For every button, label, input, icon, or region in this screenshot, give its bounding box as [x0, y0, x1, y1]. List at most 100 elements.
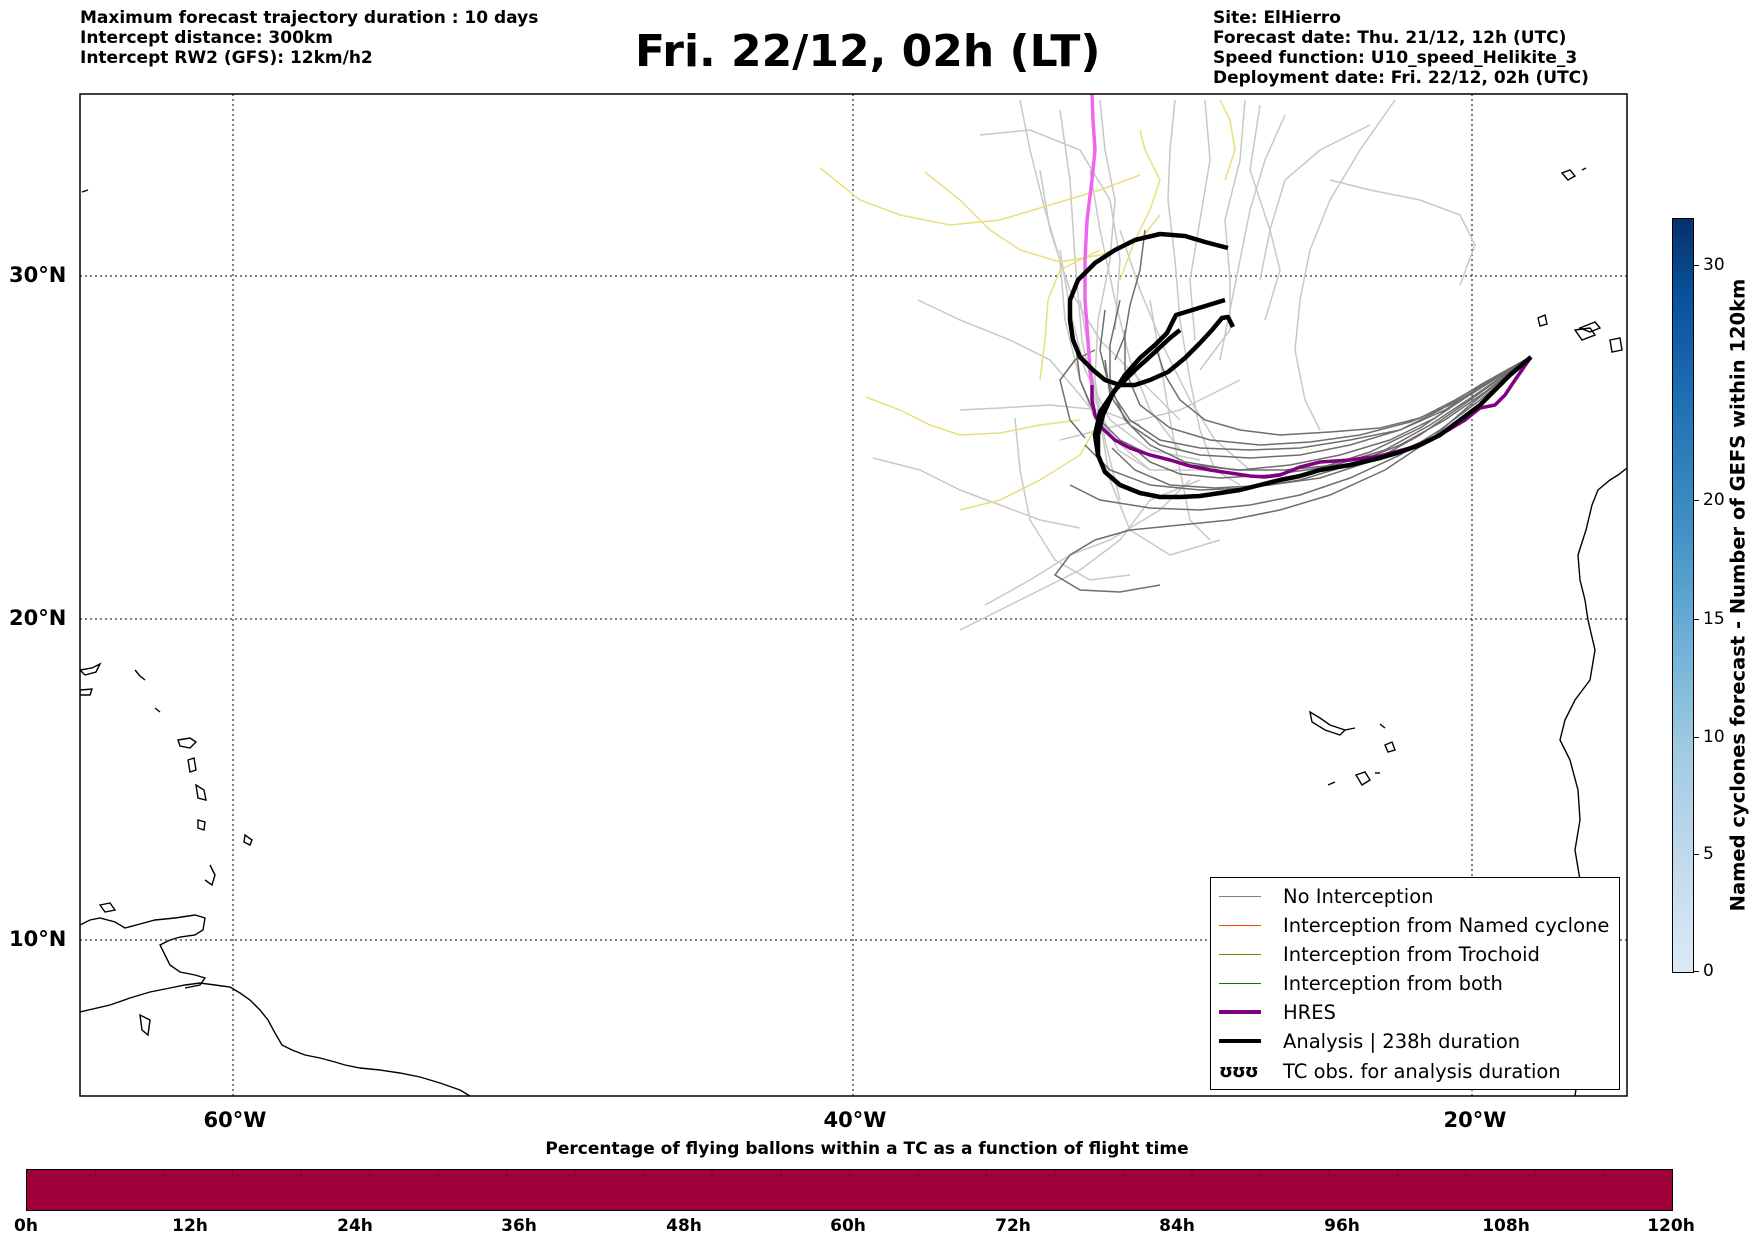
island-dominica: [187, 757, 197, 773]
cbar-v-tick: [1693, 971, 1699, 972]
canary-la-palma: [1537, 314, 1548, 327]
traj-nointer-10: [1111, 356, 1531, 489]
traj-far-16: [959, 404, 1141, 426]
cbar-v-title: Named cyclones forecast - Number of GEFS…: [1726, 278, 1750, 912]
cape-verde-sal: [1384, 741, 1396, 753]
canary-tenerife: [1573, 327, 1597, 341]
cape-verde-south-1: [1327, 781, 1336, 786]
cbar-h-label: 0h: [14, 1216, 38, 1236]
venezuela-coast: [80, 914, 207, 989]
cape-verde-north: [1309, 710, 1347, 736]
legend-line-grey: [1219, 895, 1261, 897]
cbar-v-tick: [1693, 265, 1699, 266]
hres-trajectory-upper: [1083, 94, 1097, 386]
traj-far-1: [1167, 99, 1241, 486]
legend-label: Analysis | 238h duration: [1283, 1029, 1521, 1053]
traj-nointer-8: [1109, 299, 1531, 471]
legend-label: Interception from Named cyclone: [1283, 913, 1610, 937]
traj-far-14: [984, 479, 1191, 606]
island-chain-2: [154, 707, 161, 713]
deployment-date-text: Deployment date: Fri. 22/12, 02h (UTC): [1213, 68, 1589, 88]
traj-nointer-4: [1084, 356, 1531, 491]
cbar-v-label: 0: [1703, 961, 1714, 981]
analysis-trajectory: [1095, 297, 1533, 500]
traj-far-12: [872, 457, 1081, 529]
analysis-trajectory-inner: [1092, 328, 1182, 456]
coastlines: [80, 167, 1627, 1096]
traj-nointer-3: [1124, 330, 1531, 446]
forecast-date-text: Forecast date: Thu. 21/12, 12h (UTC): [1213, 28, 1567, 48]
traj-far-4: [979, 129, 1121, 331]
traj-nointer-13: [1114, 229, 1146, 361]
traj-nointer-7: [1099, 309, 1531, 451]
legend-label: HRES: [1283, 1000, 1336, 1024]
traj-far-10: [1329, 179, 1476, 286]
island-aruba: [98, 902, 117, 913]
cbar-v-tick: [1693, 500, 1699, 501]
hres-trajectory: [1090, 356, 1533, 479]
legend-line-green: [1219, 982, 1261, 984]
legend-label: Interception from both: [1283, 971, 1503, 995]
lat-label-30n: 30°N: [9, 263, 67, 287]
legend-item-both: Interception from both: [1219, 971, 1503, 995]
cbar-h-label: 72h: [995, 1216, 1031, 1236]
map-legend: No Interception Interception from Named …: [1210, 877, 1620, 1090]
cbar-h-label: 36h: [501, 1216, 537, 1236]
south-america-coast: [80, 982, 471, 1096]
cbar-v-tick: [1693, 737, 1699, 738]
max-duration-text: Maximum forecast trajectory duration : 1…: [80, 8, 539, 28]
traj-far-23: [1189, 99, 1211, 341]
cbar-v-label: 30: [1703, 255, 1725, 275]
puerto-rico-coast: [80, 688, 93, 696]
analysis-trajectory-loop: [1067, 231, 1236, 388]
cbar-h-label: 60h: [830, 1216, 866, 1236]
site-parameters: Site: ElHierro Forecast date: Thu. 21/12…: [1213, 8, 1589, 88]
cbar-h-title: Percentage of flying ballons within a TC…: [545, 1139, 1189, 1159]
legend-line-olive: [1219, 953, 1261, 955]
traj-yellow-3: [865, 396, 1081, 436]
traj-far-9: [1259, 124, 1371, 281]
cbar-h-label: 120h: [1647, 1216, 1695, 1236]
traj-yellow-6: [1119, 129, 1161, 281]
madeira-island: [1560, 169, 1577, 181]
island-barbados: [243, 833, 253, 846]
site-text: Site: ElHierro: [1213, 8, 1341, 28]
traj-far-8: [1294, 99, 1396, 431]
traj-nointer-9: [1154, 344, 1531, 436]
cbar-v-tick: [1693, 854, 1699, 855]
cbar-v-label: 5: [1703, 844, 1714, 864]
cbar-v-label: 10: [1703, 727, 1725, 747]
cbar-h-label: 12h: [172, 1216, 208, 1236]
island-guadeloupe: [177, 737, 198, 749]
map-title: Fri. 22/12, 02h (LT): [635, 26, 1101, 77]
canary-gran-canaria: [1609, 337, 1623, 353]
legend-item-hres: HRES: [1219, 1000, 1336, 1024]
run-parameters: Maximum forecast trajectory duration : 1…: [80, 8, 538, 68]
legend-line-black: [1219, 1039, 1261, 1043]
canary-fuerteventura: [1578, 321, 1602, 333]
cbar-h-label: 84h: [1159, 1216, 1195, 1236]
speed-function-text: Speed function: U10_speed_Helikite_3: [1213, 48, 1578, 68]
cbar-v-label: 15: [1703, 609, 1725, 629]
cbar-h-label: 48h: [666, 1216, 702, 1236]
intercept-distance-text: Intercept distance: 300km: [80, 28, 333, 48]
lat-label-10n: 10°N: [9, 927, 67, 951]
cbar-h-label: 108h: [1482, 1216, 1530, 1236]
legend-item-named-cyclone: Interception from Named cyclone: [1219, 913, 1609, 937]
cbar-h-ticks: [95, 1170, 1604, 1175]
lon-label-60w: 60°W: [203, 1108, 267, 1132]
legend-item-no-interception: No Interception: [1219, 884, 1434, 908]
lon-label-20w: 20°W: [1443, 1108, 1507, 1132]
hispaniola-coast: [80, 662, 102, 676]
tc-obs-symbol-icon: ʊʊʊ: [1219, 1060, 1259, 1082]
lat-label-20n: 20°N: [9, 606, 67, 630]
traj-far-17: [1014, 417, 1131, 581]
legend-item-trochoid: Interception from Trochoid: [1219, 942, 1540, 966]
lon-label-40w: 40°W: [823, 1108, 887, 1132]
legend-item-tc-obs: ʊʊʊ TC obs. for analysis duration: [1219, 1059, 1561, 1083]
legend-label: TC obs. for analysis duration: [1283, 1059, 1561, 1083]
cbar-h-label: 24h: [337, 1216, 373, 1236]
cape-verde-islet-2: [1379, 723, 1386, 729]
traj-yellow-7: [1219, 99, 1236, 181]
cape-verde-santiago: [1354, 771, 1371, 786]
